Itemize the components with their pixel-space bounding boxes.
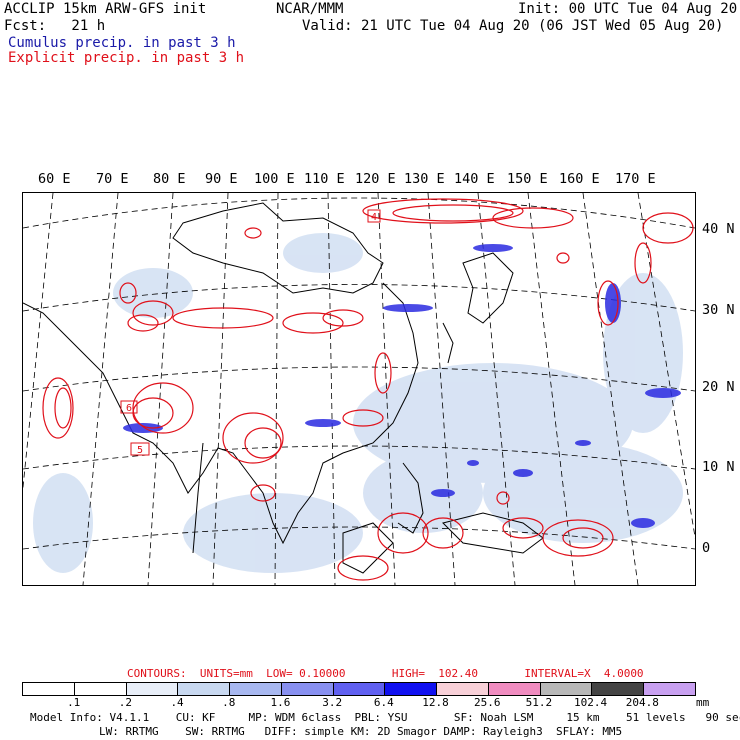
precip-map: 4 6 5 [22, 192, 696, 586]
colorbar-tick-label: 204.8 [625, 696, 659, 709]
colorbar-swatch [74, 683, 127, 695]
lon-label: 60 E [38, 171, 71, 187]
colorbar-swatch [592, 683, 645, 695]
cumulus-precip [123, 244, 681, 528]
model-info-line1: Model Info: V4.1.1 CU: KF MP: WDM 6class… [30, 711, 740, 724]
lon-label: 70 E [96, 171, 129, 187]
contours-info: CONTOURS: UNITS=mm LOW= 0.10000 HIGH= 10… [127, 667, 644, 680]
lon-label: 90 E [205, 171, 238, 187]
colorbar-tick-label: 102.4 [574, 696, 608, 709]
valid-time: Valid: 21 UTC Tue 04 Aug 20 (06 JST Wed … [302, 18, 724, 34]
model-info-line2: LW: RRTMG SW: RRTMG DIFF: simple KM: 2D … [99, 725, 623, 738]
box-label: 4 [371, 212, 377, 223]
model-title: ACCLIP 15km ARW-GFS init [4, 1, 207, 17]
forecast-hour: Fcst: 21 h [4, 18, 106, 34]
colorbar-swatch [333, 683, 386, 695]
lat-label: 0 [702, 540, 711, 556]
lon-label: 120 E [355, 171, 396, 187]
colorbar-swatch [178, 683, 231, 695]
colorbar-tick-label: .4 [170, 696, 184, 709]
lat-label: 20 N [702, 379, 735, 395]
colorbar-tick-label: 12.8 [422, 696, 449, 709]
colorbar-tick-label: .8 [222, 696, 236, 709]
graticule [23, 193, 695, 585]
colorbar-swatch [385, 683, 438, 695]
box-label: 6 [126, 403, 132, 414]
colorbar-tick-label: 6.4 [373, 696, 394, 709]
lat-label: 30 N [702, 302, 735, 318]
colorbar-tick-label: 51.2 [525, 696, 553, 709]
lon-label: 150 E [507, 171, 548, 187]
lon-label: 100 E [254, 171, 295, 187]
colorbar-swatch [540, 683, 593, 695]
center-label: NCAR/MMM [276, 1, 344, 17]
colorbar-tick-label: .1 [67, 696, 81, 709]
colorbar-tick-label: .2 [118, 696, 132, 709]
box-label: 5 [137, 445, 143, 456]
legend-cumulus: Cumulus precip. in past 3 h [8, 35, 236, 51]
colorbar [22, 682, 696, 696]
lon-label: 170 E [615, 171, 656, 187]
colorbar-swatch [230, 683, 282, 695]
colorbar-unit: mm [696, 696, 710, 709]
lat-label: 40 N [702, 221, 735, 237]
map-canvas: 4 6 5 [23, 193, 695, 585]
region-boxes [120, 209, 381, 456]
colorbar-tick-label: 3.2 [322, 696, 343, 709]
colorbar-swatch [126, 683, 179, 695]
colorbar-swatch [437, 683, 489, 695]
region-box-labels: 4 6 5 [126, 212, 377, 456]
legend-explicit: Explicit precip. in past 3 h [8, 50, 245, 66]
explicit-precip [42, 198, 694, 581]
init-time: Init: 00 UTC Tue 04 Aug 20 [518, 1, 738, 17]
lon-label: 110 E [304, 171, 345, 187]
colorbar-swatch [644, 683, 695, 695]
lat-label: 10 N [702, 459, 735, 475]
colorbar-swatch [23, 683, 75, 695]
lon-label: 130 E [404, 171, 445, 187]
colorbar-swatch [281, 683, 334, 695]
lon-label: 80 E [153, 171, 186, 187]
colorbar-tick-label: 25.6 [473, 696, 501, 709]
colorbar-swatch [488, 683, 541, 695]
lon-label: 140 E [454, 171, 495, 187]
colorbar-tick-label: 1.6 [270, 696, 291, 709]
lon-label: 160 E [559, 171, 600, 187]
